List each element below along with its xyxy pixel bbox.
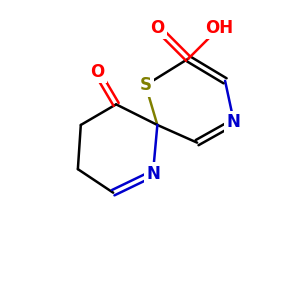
Text: OH: OH <box>205 19 233 37</box>
Text: O: O <box>90 63 104 81</box>
Text: O: O <box>150 19 164 37</box>
Text: S: S <box>140 76 152 94</box>
Text: N: N <box>146 165 160 183</box>
Text: N: N <box>227 113 241 131</box>
